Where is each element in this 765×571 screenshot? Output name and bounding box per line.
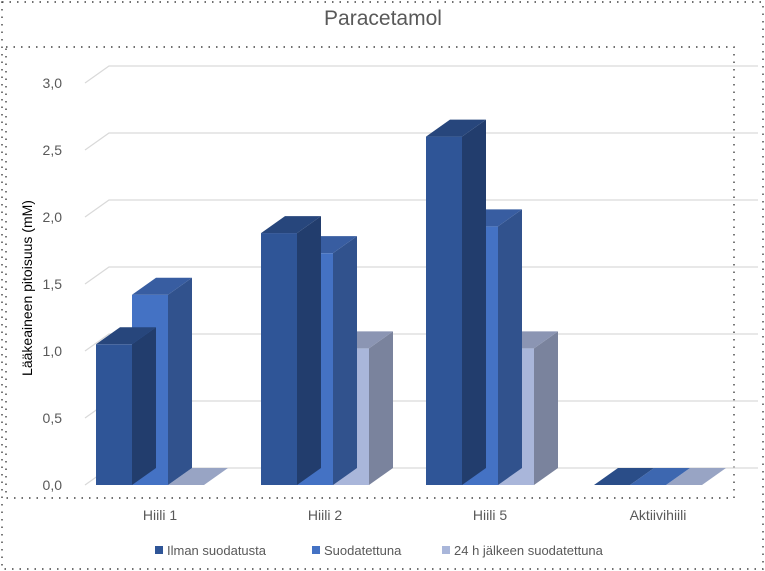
y-tick-label: 1,5 — [43, 276, 63, 292]
bar-front — [426, 136, 462, 485]
legend-label: Suodatettuna — [324, 543, 402, 558]
y-tick-labels: 0,0 0,5 1,0 1,5 2,0 2,5 3,0 — [43, 75, 63, 493]
gridline — [84, 65, 758, 84]
bar-top — [96, 327, 156, 345]
legend-label: Ilman suodatusta — [167, 543, 267, 558]
chart-title: Paracetamol — [324, 7, 442, 30]
bar-top — [630, 468, 690, 485]
y-tick-label: 3,0 — [43, 75, 63, 91]
legend: Ilman suodatusta Suodatettuna 24 h jälkeen… — [155, 543, 604, 558]
bar-top — [132, 277, 192, 295]
gridline — [84, 266, 758, 285]
bar-3-1 — [168, 468, 228, 485]
y-tick-label: 1,0 — [43, 343, 63, 359]
bar-front — [261, 233, 297, 485]
legend-item: Ilman suodatusta — [155, 543, 267, 558]
plot-frame — [5, 46, 735, 499]
bar-front — [96, 344, 132, 485]
category-label: Aktiivihiili — [630, 507, 687, 523]
bar-side — [369, 331, 393, 485]
category-label: Hiili 5 — [473, 507, 507, 523]
gridline — [84, 132, 758, 151]
y-tick-label: 0,5 — [43, 410, 63, 426]
bar-side — [132, 327, 156, 485]
legend-swatch — [155, 546, 163, 554]
legend-swatch — [312, 546, 320, 554]
bar-1-2 — [261, 216, 321, 485]
bar-2-4 — [630, 468, 690, 485]
legend-label: 24 h jälkeen suodatettuna — [454, 543, 604, 558]
y-axis-title: Lääkeaineen pitoisuus (mM) — [19, 200, 35, 376]
legend-item: 24 h jälkeen suodatettuna — [442, 543, 604, 558]
bar-top — [261, 216, 321, 234]
bar-side — [462, 119, 486, 485]
gridline — [84, 199, 758, 218]
bar-top — [168, 468, 228, 485]
category-label: Hiili 1 — [143, 507, 177, 523]
bar-side — [168, 277, 192, 485]
legend-item: Suodatettuna — [312, 543, 402, 558]
y-tick-label: 0,0 — [43, 477, 63, 493]
bar-side — [534, 331, 558, 485]
bar-top — [666, 468, 726, 485]
bar-side — [498, 209, 522, 485]
y-tick-label: 2,5 — [43, 142, 63, 158]
bar-top — [594, 468, 654, 485]
y-tick-label: 2,0 — [43, 209, 63, 225]
bar-side — [333, 236, 357, 485]
category-labels: Hiili 1 Hiili 2 Hiili 5 Aktiivihiili — [143, 507, 687, 523]
bars — [96, 119, 726, 485]
bar-1-1 — [96, 327, 156, 485]
bar-side — [297, 216, 321, 485]
bar-1-4 — [594, 468, 654, 485]
category-label: Hiili 2 — [308, 507, 342, 523]
bar-2-1 — [132, 277, 192, 485]
bar-top — [426, 119, 486, 137]
bar-3-4 — [666, 468, 726, 485]
bar-1-3 — [426, 119, 486, 485]
legend-swatch — [442, 546, 450, 554]
